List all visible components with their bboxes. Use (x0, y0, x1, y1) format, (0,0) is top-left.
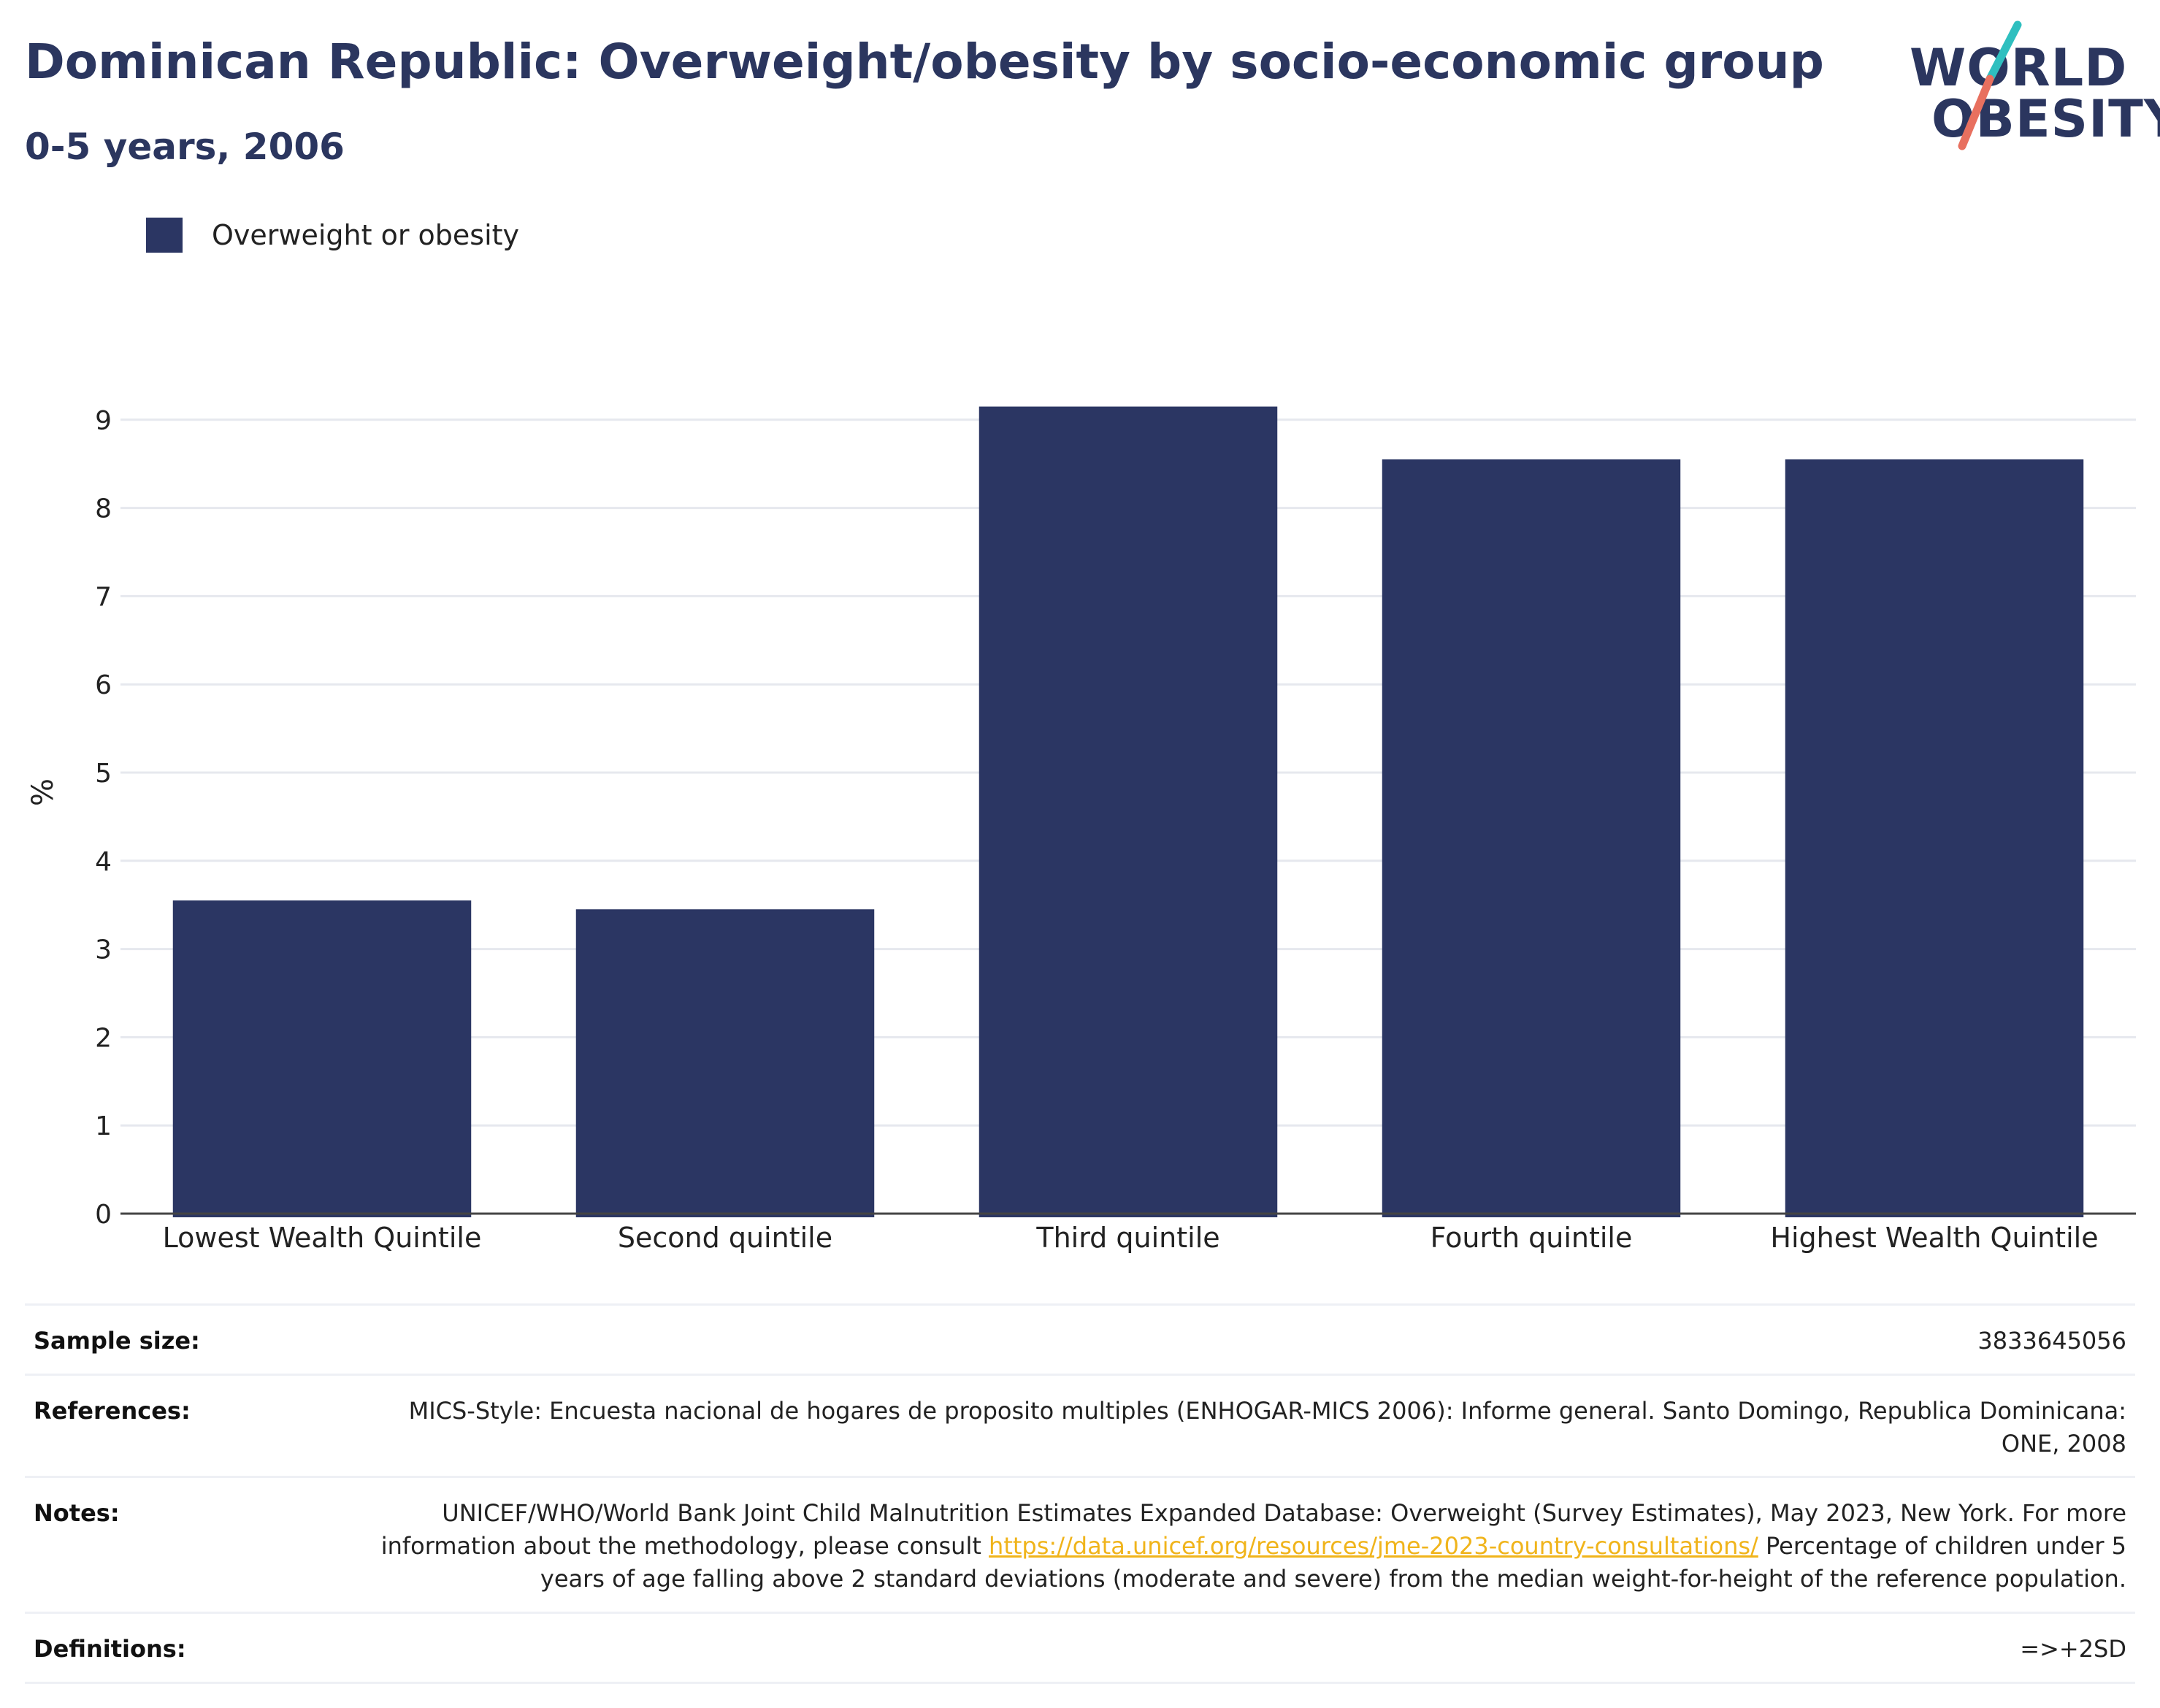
references-value: MICS-Style: Encuesta nacional de hogares… (349, 1373, 2135, 1477)
y-tick-label: 7 (95, 582, 112, 612)
sample-size-value: 3833645056 (349, 1303, 2135, 1375)
notes-row: Notes: UNICEF/WHO/World Bank Joint Child… (25, 1476, 2135, 1613)
legend-label: Overweight or obesity (212, 219, 520, 251)
legend: Overweight or obesity (146, 218, 519, 253)
x-tick-label: Third quintile (1035, 1222, 1219, 1254)
y-tick-label: 8 (95, 494, 112, 524)
sample-size-label: Sample size: (25, 1303, 349, 1375)
logo-slash-icon (1958, 20, 2022, 150)
bar[interactable] (575, 909, 875, 1217)
y-tick-label: 4 (95, 847, 112, 877)
notes-label: Notes: (25, 1476, 349, 1613)
definitions-value: =>+2SD (349, 1611, 2135, 1684)
bar[interactable] (1382, 459, 1681, 1218)
y-tick-label: 1 (95, 1111, 112, 1141)
y-axis-title: % (26, 778, 60, 806)
chart-subtitle: 0-5 years, 2006 (25, 126, 345, 168)
y-tick-label: 5 (95, 759, 112, 789)
legend-swatch (146, 218, 183, 253)
bars (172, 406, 2084, 1218)
x-tick-label: Second quintile (618, 1222, 832, 1254)
y-tick-label: 0 (95, 1200, 112, 1230)
y-axis-ticks: 0 1 2 3 4 5 6 7 8 9 (95, 406, 112, 1230)
x-tick-label: Lowest Wealth Quintile (163, 1222, 482, 1254)
logo-line-world: WORLD (1910, 38, 2128, 98)
y-tick-label: 3 (95, 935, 112, 965)
definitions-label: Definitions: (25, 1611, 349, 1684)
sample-size-row: Sample size: 3833645056 (25, 1303, 2135, 1375)
methodology-link[interactable]: https://data.unicef.org/resources/jme-20… (989, 1532, 1758, 1560)
world-obesity-logo: WORLD OBESITY (1910, 20, 2160, 152)
notes-value: UNICEF/WHO/World Bank Joint Child Malnut… (349, 1476, 2135, 1613)
chart-title: Dominican Republic: Overweight/obesity b… (25, 34, 1824, 90)
bar[interactable] (172, 900, 472, 1217)
y-tick-label: 9 (95, 406, 112, 436)
y-tick-label: 2 (95, 1023, 112, 1053)
definitions-row: Definitions: =>+2SD (25, 1611, 2135, 1684)
x-tick-label: Fourth quintile (1431, 1222, 1633, 1254)
notes-text-after: Percentage of children under 5 years of … (540, 1532, 2126, 1593)
references-row: References: MICS-Style: Encuesta naciona… (25, 1373, 2135, 1477)
x-tick-label: Highest Wealth Quintile (1770, 1222, 2098, 1254)
bar[interactable] (1785, 459, 2084, 1218)
y-tick-label: 6 (95, 670, 112, 700)
references-label: References: (25, 1373, 349, 1477)
bar[interactable] (978, 406, 1278, 1218)
bar-chart: 0 1 2 3 4 5 6 7 8 9 Lowest Wealth Quintile Second … (26, 406, 2136, 1254)
notes-text: UNICEF/WHO/World Bank Joint Child Malnut… (380, 1499, 2126, 1560)
x-axis-labels: Lowest Wealth Quintile Second quintile Thi… (163, 1222, 2099, 1254)
info-table: Sample size: 3833645056 References: MICS… (25, 1303, 2135, 1684)
